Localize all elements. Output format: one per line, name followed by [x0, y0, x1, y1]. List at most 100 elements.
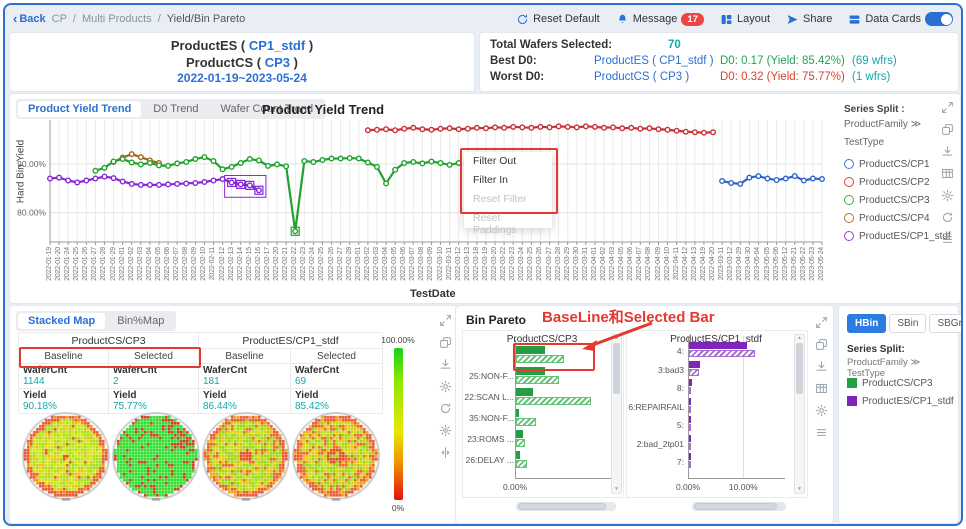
expand-icon[interactable] — [941, 101, 954, 114]
trend-legend-item[interactable]: ProductCS/CP4 — [844, 209, 944, 227]
download-icon[interactable] — [815, 360, 828, 373]
message-button[interactable]: Message 17 — [616, 12, 704, 26]
best-d0-product: ProductES ( CP1_stdf ) — [594, 55, 714, 67]
x-axis-label: 2022-02-07 — [173, 247, 181, 281]
scrollbar-thumb[interactable] — [694, 503, 777, 510]
table-icon[interactable] — [815, 382, 828, 395]
expand-icon[interactable] — [439, 314, 452, 327]
wafer-map-baseline-cp1stdf — [202, 412, 290, 504]
map-tab-1[interactable]: Bin%Map — [117, 315, 165, 327]
back-button[interactable]: ‹ Back — [13, 11, 46, 26]
trend-chart[interactable]: 90.00% 80.00% 2022-01-19 2022-01-20 2022-01-… — [10, 94, 840, 303]
pareto-series-split-label: Series Split: — [847, 344, 905, 355]
breadcrumb-multi-products[interactable]: Multi Products — [81, 13, 152, 25]
trend-tab-1[interactable]: D0 Trend — [153, 103, 199, 115]
scrollbar-thumb[interactable] — [518, 503, 606, 510]
trend-legend-item[interactable]: ProductCS/CP2 — [844, 173, 944, 191]
context-menu: Filter Out Filter In Reset Filter Reset Pad… — [464, 152, 552, 236]
bin-type-button-hbin[interactable]: HBin — [847, 314, 887, 333]
bin-type-button-sbgroup[interactable]: SBGroup — [929, 314, 961, 333]
worst-d0-wafers: (1 wfrs) — [852, 71, 891, 83]
copy-icon[interactable] — [941, 123, 954, 136]
flip-icon[interactable] — [439, 446, 452, 459]
pareto-bar-selected — [516, 376, 559, 384]
trend-tab-0[interactable]: Product Yield Trend — [18, 101, 142, 117]
trend-legend-item[interactable]: ProductCS/CP1 — [844, 155, 944, 173]
list-icon[interactable] — [815, 426, 828, 439]
pareto-category-label: 5: — [676, 420, 684, 430]
map-tab-0[interactable]: Stacked Map — [18, 313, 106, 329]
x-axis-label: 2022-04-07 — [636, 247, 644, 281]
series-split-primary[interactable]: ProductFamily ≫ — [844, 119, 922, 130]
reset-default-button[interactable]: Reset Default — [516, 13, 600, 26]
color-gear-icon[interactable] — [439, 424, 452, 437]
x-axis-label: 2022-02-22 — [291, 247, 299, 281]
x-axis-label: 2023-05-23 — [808, 247, 816, 281]
pareto-bar-selected — [689, 350, 755, 357]
wafer-stats-table: ProductCS/CP3 ProductES/CP1_stdf Baseline S… — [18, 332, 383, 414]
bin-type-button-sbin[interactable]: SBin — [889, 314, 927, 333]
context-menu-item[interactable]: Filter Out — [473, 155, 517, 167]
refresh-icon[interactable] — [439, 402, 452, 415]
total-wafers-value: 70 — [668, 39, 681, 51]
bin-type-buttons: HBinSBinSBGroup — [847, 314, 961, 333]
pareto-chart-box[interactable] — [626, 330, 808, 498]
pareto-legend-item[interactable]: ProductCS/CP3 — [847, 374, 954, 392]
table-cell: Yield 90.18% — [18, 388, 109, 414]
date-range: 2022-01-19~2023-05-24 — [177, 71, 307, 85]
x-axis-label: 2022-04-05 — [618, 247, 626, 281]
copy-icon[interactable] — [815, 338, 828, 351]
expand-icon[interactable] — [815, 316, 828, 329]
table-icon[interactable] — [941, 167, 954, 180]
copy-icon[interactable] — [439, 336, 452, 349]
breadcrumb-cp[interactable]: CP — [51, 13, 67, 25]
pareto-bar-selected — [516, 460, 527, 468]
trend-tab-2[interactable]: Wafer Count Trend — [220, 103, 314, 115]
trend-legend: Series Split : ProductFamily ≫ TestType … — [844, 104, 951, 245]
share-icon — [786, 13, 799, 26]
share-button[interactable]: Share — [786, 13, 832, 26]
pareto-vertical-scrollbar[interactable]: ▲ ▼ — [611, 334, 622, 494]
pareto-bar-selected — [516, 418, 537, 426]
refresh-icon[interactable] — [941, 211, 954, 224]
table-cell: WaferCnt 69 — [290, 363, 383, 389]
layout-button[interactable]: Layout — [720, 13, 770, 26]
x-axis-label: 2022-04-02 — [600, 247, 608, 281]
context-menu-item[interactable]: Filter In — [473, 174, 509, 186]
pareto-bar-selected — [516, 397, 592, 405]
list-icon[interactable] — [941, 233, 954, 246]
trend-legend-item[interactable]: ProductCS/CP3 — [844, 191, 944, 209]
x-axis-label: 2022-03-31 — [581, 247, 589, 281]
pareto-bar-selected — [689, 461, 691, 468]
pareto-bar-baseline — [516, 346, 546, 354]
data-cards-toggle[interactable] — [925, 12, 953, 26]
x-axis-label: 2022-04-03 — [609, 247, 617, 281]
pareto-vertical-scrollbar[interactable]: ▲ ▼ — [794, 334, 805, 494]
gear-icon[interactable] — [815, 404, 828, 417]
download-icon[interactable] — [439, 358, 452, 371]
pareto-horizontal-scrollbar[interactable] — [516, 502, 616, 511]
gear-icon[interactable] — [941, 189, 954, 202]
total-wafers-row: Total Wafers Selected: 70 — [480, 39, 958, 55]
table-sub-header: Selected — [108, 348, 199, 364]
pareto-legend-item[interactable]: ProductES/CP1_stdf — [847, 392, 954, 410]
app-frame: ‹ Back CP / Multi Products / Yield/Bin Pa… — [3, 3, 963, 526]
trend-panel: Product Yield Trend D0 Trend Wafer Count T… — [9, 93, 961, 304]
table-cell: Yield 75.77% — [108, 388, 199, 414]
pareto-category-label: 6:REPAIRFAIL — [628, 401, 684, 412]
trend-legend-item[interactable]: ProductES/CP1_stdf — [844, 227, 951, 245]
gear-icon[interactable] — [439, 380, 452, 393]
scrollbar-thumb[interactable] — [613, 343, 620, 394]
pareto-horizontal-scrollbar[interactable] — [692, 502, 786, 511]
download-icon[interactable] — [941, 145, 954, 158]
best-d0-wafers: (69 wfrs) — [852, 55, 897, 67]
scrollbar-thumb[interactable] — [796, 343, 803, 394]
best-d0-label: Best D0: — [490, 55, 537, 67]
x-axis-label: 2023-05-06 — [772, 247, 780, 281]
trend-chart-svg[interactable]: 90.00% 80.00% — [10, 94, 840, 246]
pareto-bar-selected — [689, 405, 691, 413]
pareto-bar-baseline — [689, 434, 691, 442]
pareto-bar-baseline — [516, 430, 523, 438]
series-split-secondary[interactable]: TestType — [844, 137, 885, 148]
data-cards-control[interactable]: Data Cards — [848, 12, 953, 26]
